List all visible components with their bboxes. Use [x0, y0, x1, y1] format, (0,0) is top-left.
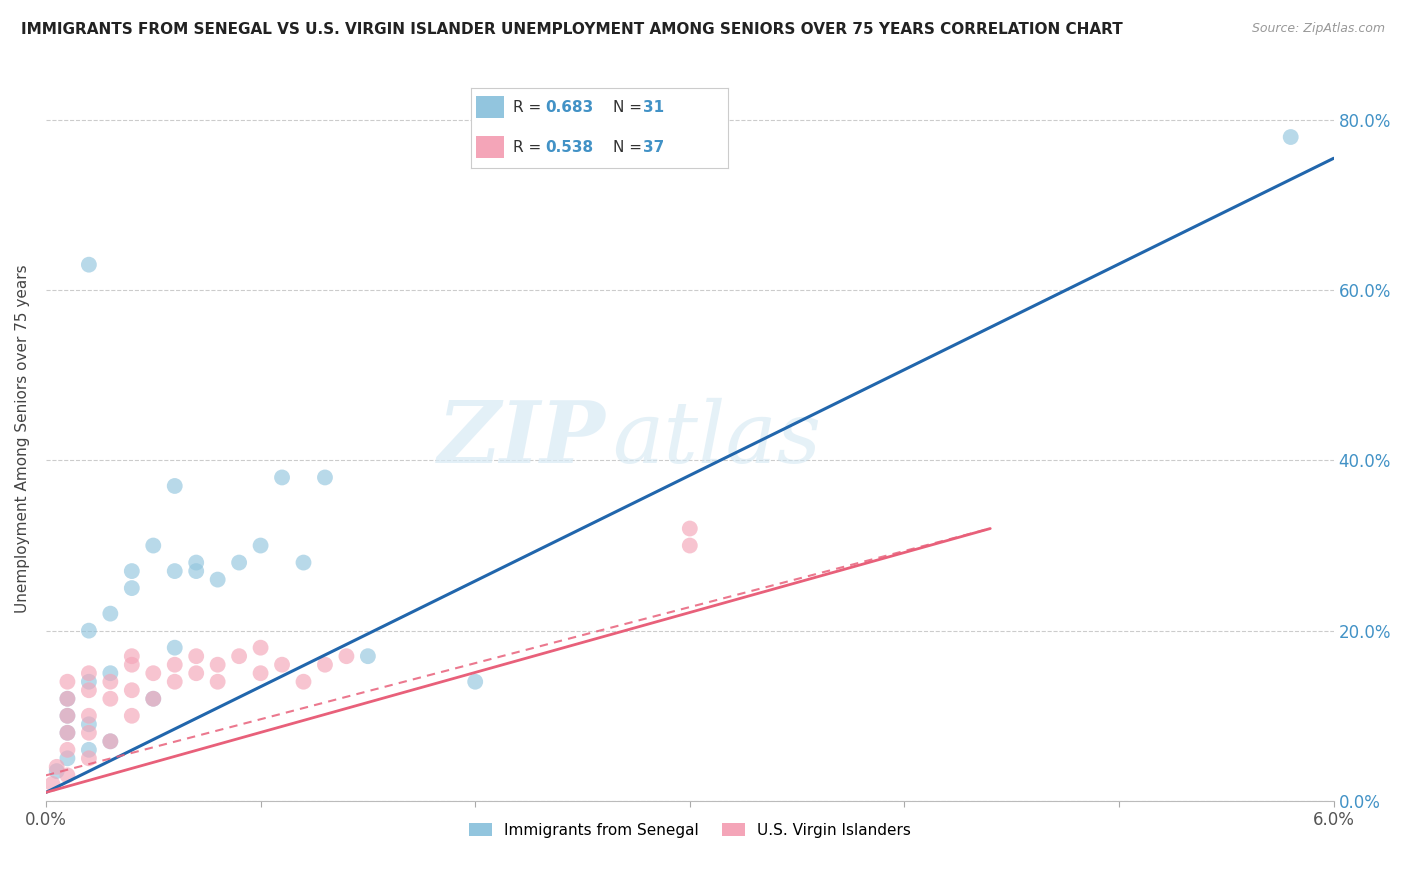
Point: [292, 674, 315, 689]
Point: [249, 666, 271, 681]
Point: [77, 258, 100, 272]
Point: [45, 764, 67, 778]
Point: [121, 683, 143, 698]
Point: [56, 708, 79, 723]
Point: [271, 470, 294, 484]
Point: [228, 649, 250, 664]
Point: [357, 649, 380, 664]
Point: [56, 674, 79, 689]
Point: [335, 649, 357, 664]
Point: [292, 556, 315, 570]
Y-axis label: Unemployment Among Seniors over 75 years: Unemployment Among Seniors over 75 years: [15, 265, 30, 614]
Point: [207, 573, 229, 587]
Point: [56, 691, 79, 706]
Point: [77, 683, 100, 698]
Text: atlas: atlas: [613, 398, 821, 481]
Point: [314, 470, 336, 484]
Point: [56, 708, 79, 723]
Point: [163, 640, 186, 655]
Point: [186, 649, 208, 664]
Point: [77, 674, 100, 689]
Point: [77, 726, 100, 740]
Legend: Immigrants from Senegal, U.S. Virgin Islanders: Immigrants from Senegal, U.S. Virgin Isl…: [463, 816, 917, 844]
Point: [77, 624, 100, 638]
Point: [207, 657, 229, 672]
Point: [45, 760, 67, 774]
Point: [163, 564, 186, 578]
Point: [1279, 130, 1302, 145]
Point: [77, 751, 100, 765]
Point: [56, 726, 79, 740]
Point: [77, 666, 100, 681]
Point: [98, 666, 121, 681]
Point: [186, 564, 208, 578]
Point: [98, 734, 121, 748]
Text: ZIP: ZIP: [439, 398, 606, 481]
Point: [77, 708, 100, 723]
Point: [186, 666, 208, 681]
Point: [121, 564, 143, 578]
Point: [56, 726, 79, 740]
Point: [121, 708, 143, 723]
Text: IMMIGRANTS FROM SENEGAL VS U.S. VIRGIN ISLANDER UNEMPLOYMENT AMONG SENIORS OVER : IMMIGRANTS FROM SENEGAL VS U.S. VIRGIN I…: [21, 22, 1123, 37]
Point: [679, 539, 702, 553]
Point: [271, 657, 294, 672]
Point: [77, 717, 100, 731]
Point: [142, 691, 165, 706]
Point: [228, 556, 250, 570]
Point: [314, 657, 336, 672]
Point: [249, 640, 271, 655]
Point: [142, 691, 165, 706]
Point: [56, 751, 79, 765]
Point: [121, 649, 143, 664]
Point: [679, 522, 702, 536]
Point: [56, 691, 79, 706]
Point: [163, 657, 186, 672]
Point: [249, 539, 271, 553]
Point: [98, 607, 121, 621]
Point: [77, 743, 100, 757]
Point: [56, 768, 79, 782]
Point: [163, 479, 186, 493]
Point: [207, 674, 229, 689]
Point: [98, 734, 121, 748]
Point: [464, 674, 486, 689]
Point: [142, 539, 165, 553]
Point: [56, 743, 79, 757]
Point: [121, 657, 143, 672]
Point: [98, 691, 121, 706]
Point: [186, 556, 208, 570]
Point: [142, 666, 165, 681]
Point: [163, 674, 186, 689]
Point: [98, 674, 121, 689]
Point: [121, 581, 143, 595]
Point: [41, 777, 63, 791]
Text: Source: ZipAtlas.com: Source: ZipAtlas.com: [1251, 22, 1385, 36]
